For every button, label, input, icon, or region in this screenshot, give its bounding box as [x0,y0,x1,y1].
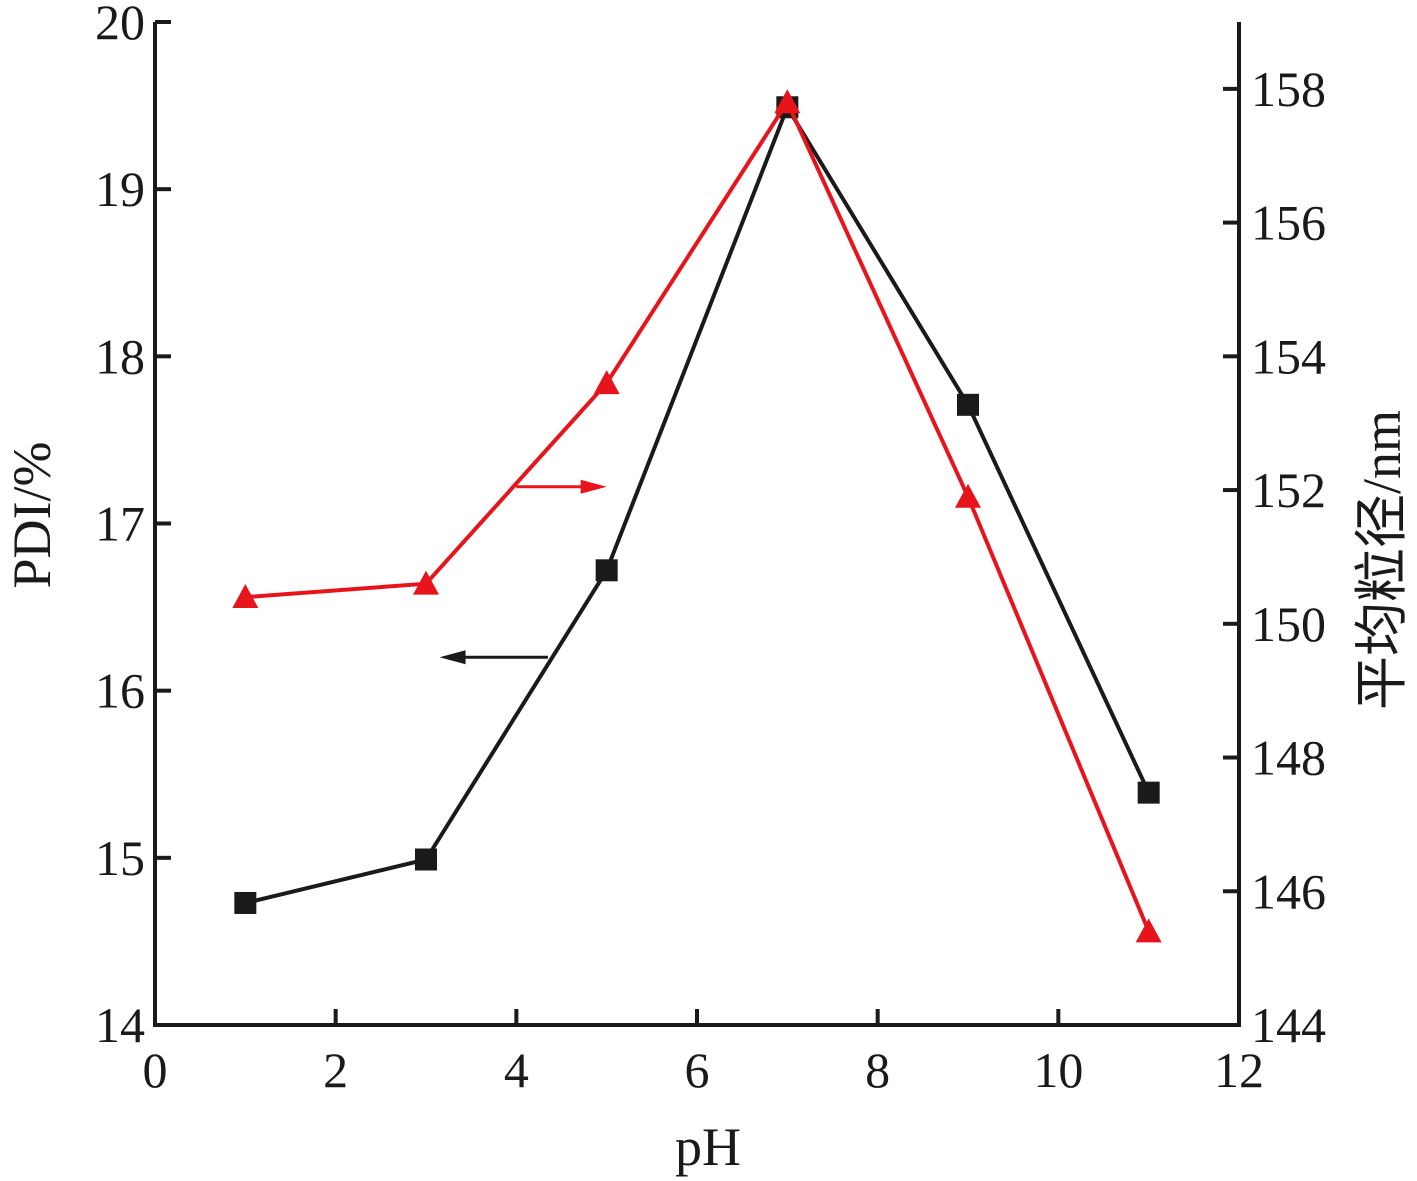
y-left-tick-label: 17 [95,496,145,552]
y-right-axis-title: 平均粒径/nm [1352,410,1412,710]
series-line [244,102,1151,905]
x-tick-label: 12 [1214,1042,1264,1098]
data-point [595,559,618,582]
data-point [1135,918,1162,943]
x-tick-label: 4 [504,1042,529,1098]
y-left-tick-label: 15 [95,830,145,886]
series-1 [234,96,1160,914]
series-2 [232,89,1162,943]
data-point [774,89,801,114]
y-right-tick-label: 158 [1251,61,1326,117]
y-right-tick-label: 156 [1251,195,1326,251]
y-left-tick-label: 19 [95,161,145,217]
arrow-layer [439,479,607,665]
y-right-tick-label: 146 [1251,863,1326,919]
data-point [957,393,979,416]
x-tick-label: 6 [685,1042,710,1098]
x-tick-label: 8 [865,1042,890,1098]
axes [153,22,1241,1027]
y-right-tick-label: 150 [1251,596,1326,652]
x-ticks: 0 2 4 6 8 10 12 [143,1009,1264,1098]
x-tick-label: 10 [1033,1042,1083,1098]
y-left-tick-label: 20 [95,0,145,50]
data-point [593,370,620,395]
y-left-tick-label: 16 [95,663,145,719]
y-right-tick-label: 152 [1251,462,1326,518]
data-point [1137,781,1160,804]
y-right-tick-label: 144 [1251,997,1326,1053]
x-tick-label: 2 [323,1042,348,1098]
y-right-tick-label: 154 [1251,328,1326,384]
y-left-tick-label: 18 [95,328,145,384]
y-right-tick-label: 148 [1251,730,1326,786]
data-point [234,891,257,914]
data-point [955,483,981,508]
axis-arrow-head [439,650,466,665]
y-left-ticks: 14 15 16 17 18 19 20 [95,0,171,1053]
data-point [415,848,437,871]
axis-arrow-head [580,479,607,494]
y-left-tick-label: 14 [95,997,145,1053]
x-tick-label: 0 [143,1042,168,1098]
data-point [232,584,259,609]
y-left-axis-title: PDI/% [2,442,62,589]
x-axis-title: pH [675,1117,741,1177]
series-layer [232,89,1162,943]
y-right-ticks: 144 146 148 150 152 154 156 158 [1223,61,1326,1053]
series-line [245,98,1151,933]
data-point [413,570,439,595]
